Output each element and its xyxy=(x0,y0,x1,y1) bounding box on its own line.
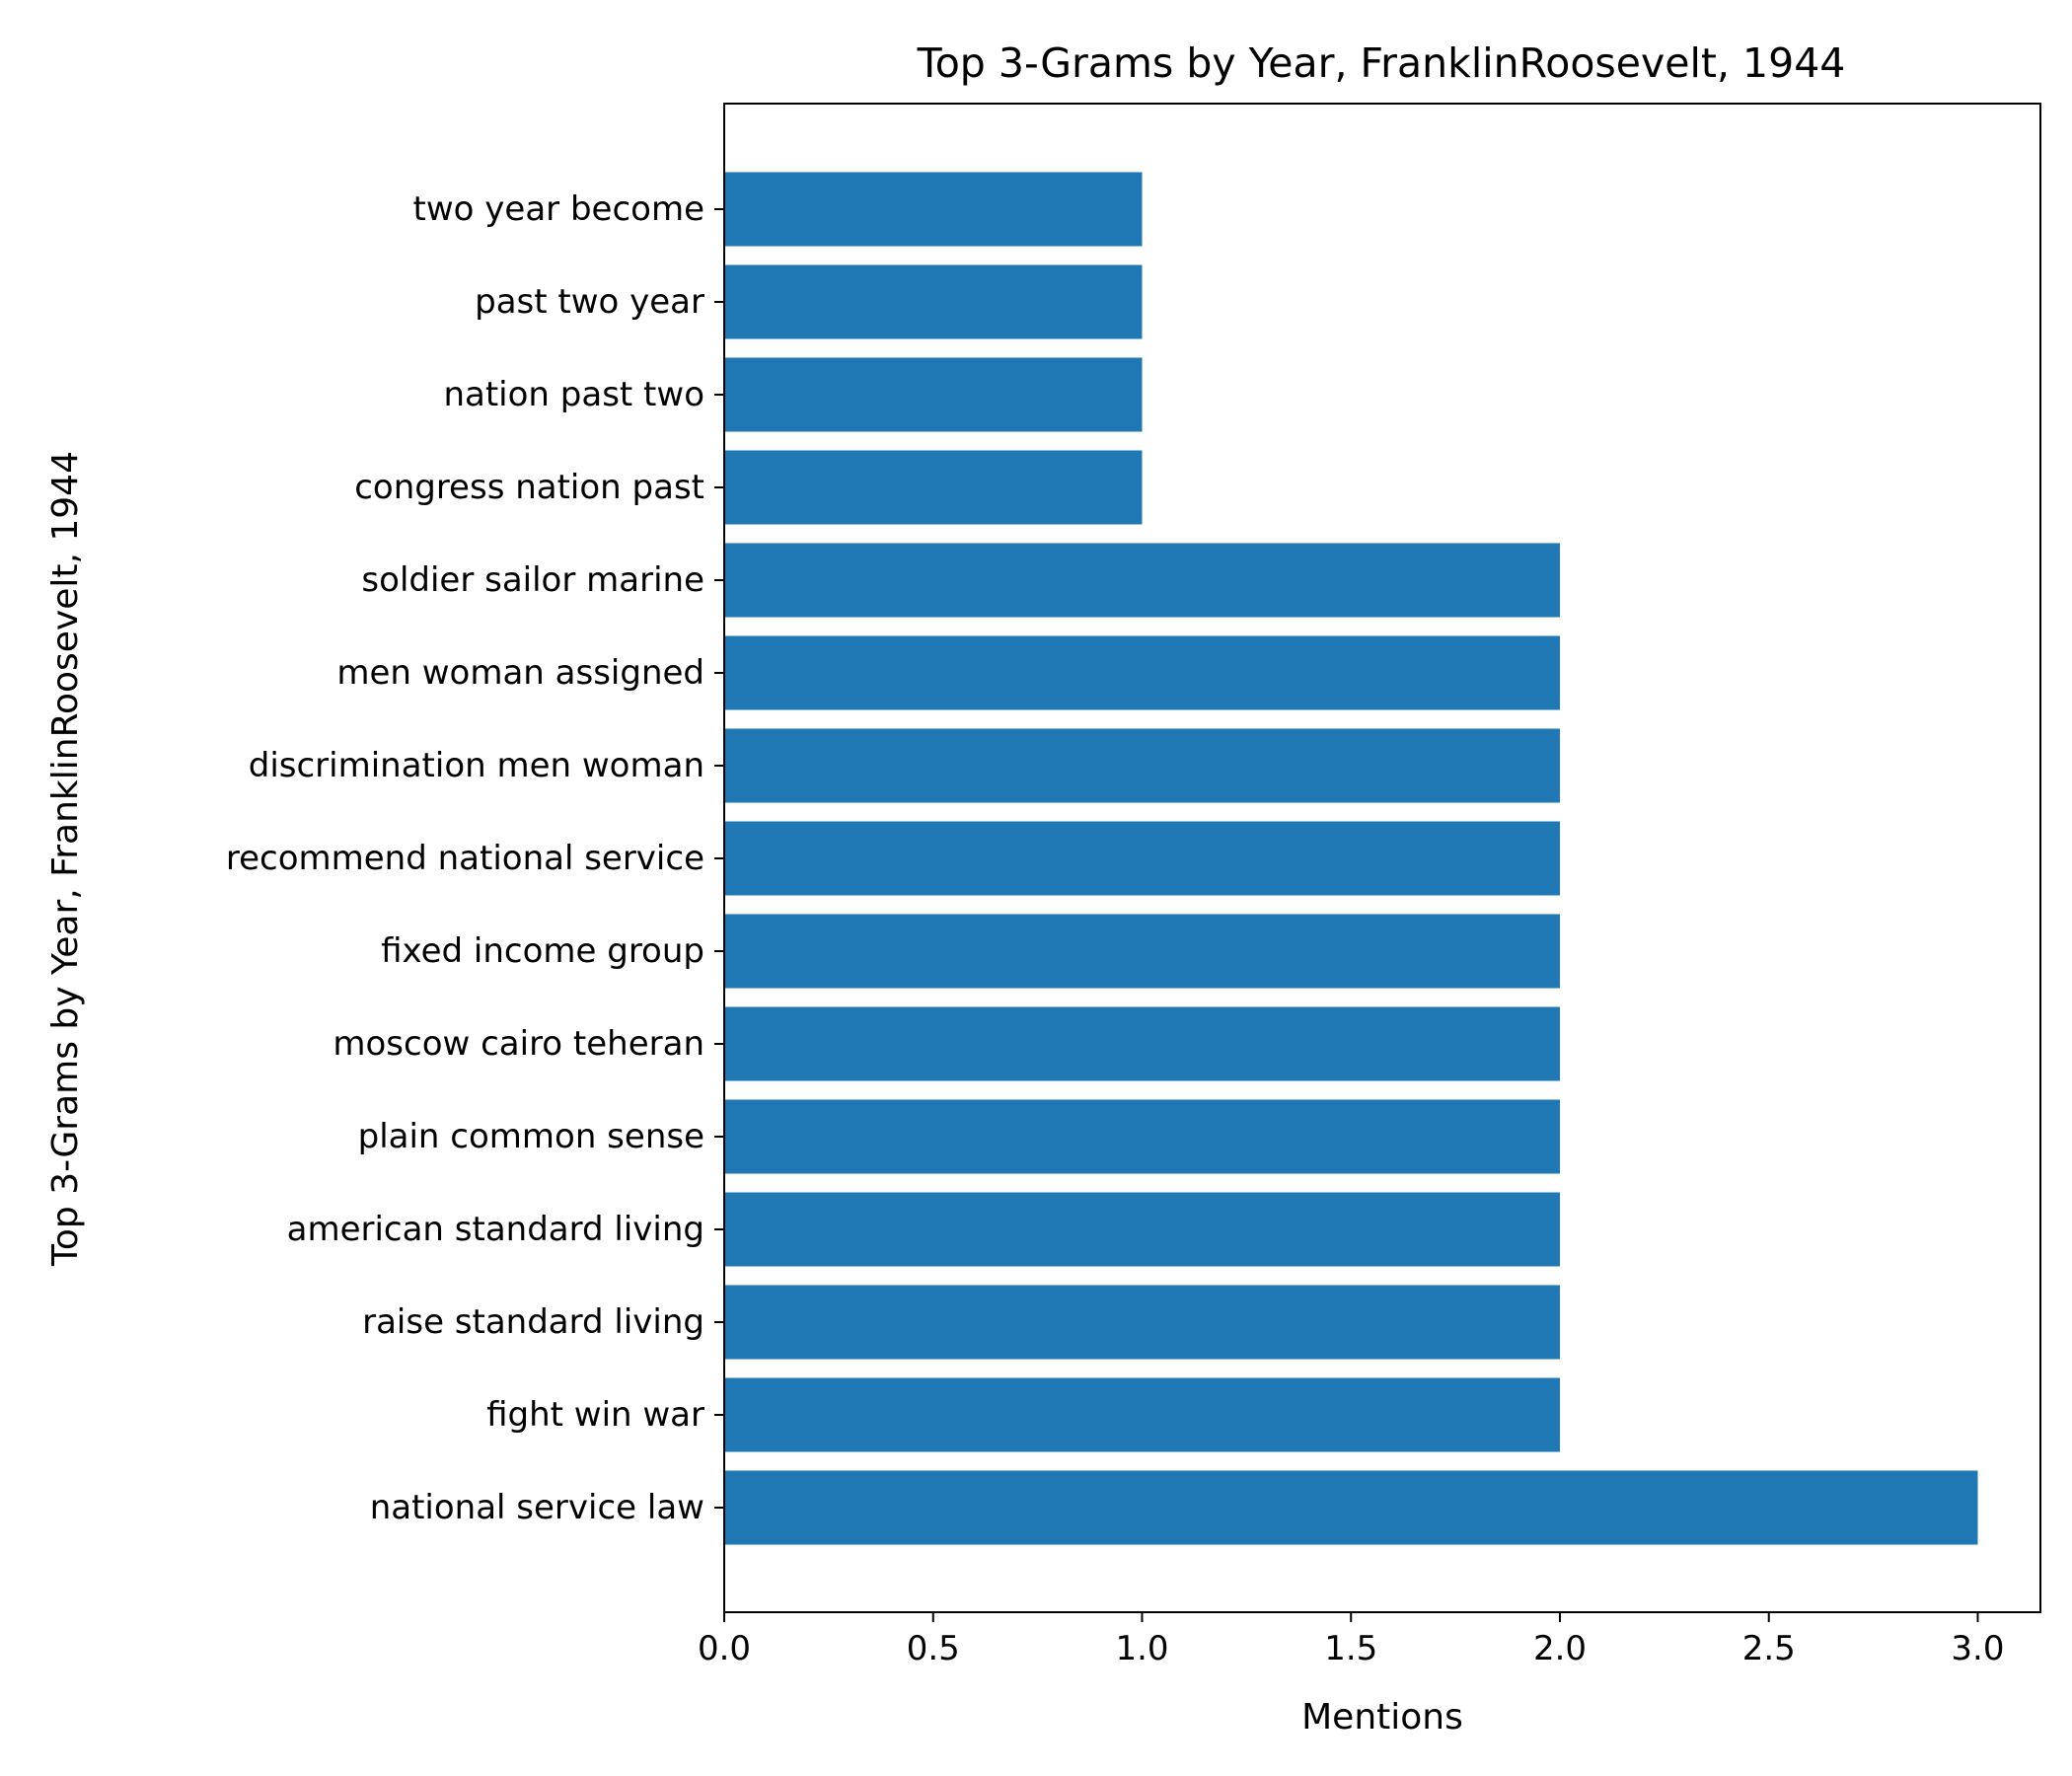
bars-group xyxy=(724,172,1978,1545)
y-tick-label: two year become xyxy=(413,189,704,229)
bar xyxy=(724,1099,1560,1174)
bar xyxy=(724,728,1560,803)
bar xyxy=(724,1006,1560,1081)
y-tick-label: discrimination men woman xyxy=(249,746,704,785)
bar xyxy=(724,172,1143,247)
bar xyxy=(724,1470,1978,1545)
x-axis-label: Mentions xyxy=(1301,1697,1463,1738)
x-axis-ticks: 0.0 0.5 1.0 1.5 2.0 2.5 3.0 xyxy=(698,1612,2005,1668)
y-axis-label: Top 3-Grams by Year, FranklinRoosevelt, … xyxy=(45,451,86,1267)
y-axis-ticks: national service law fight win war raise s… xyxy=(226,189,724,1527)
bar xyxy=(724,821,1560,896)
x-tick-label: 1.0 xyxy=(1115,1629,1168,1668)
bar xyxy=(724,914,1560,989)
bar xyxy=(724,635,1560,710)
bar xyxy=(724,1192,1560,1267)
y-tick-label: fight win war xyxy=(486,1395,704,1435)
x-tick-label: 2.5 xyxy=(1742,1629,1796,1668)
plot-frame xyxy=(723,103,2041,1613)
bar xyxy=(724,1377,1560,1452)
y-tick-label: american standard living xyxy=(287,1210,704,1249)
bar xyxy=(724,543,1560,618)
bar xyxy=(724,357,1143,432)
x-tick-label: 3.0 xyxy=(1951,1629,2004,1668)
y-tick-label: nation past two xyxy=(443,375,704,414)
y-tick-label: past two year xyxy=(475,282,704,322)
y-tick-label: recommend national service xyxy=(226,839,704,878)
y-tick-label: plain common sense xyxy=(358,1117,704,1156)
bar xyxy=(724,450,1143,525)
x-tick-label: 1.5 xyxy=(1324,1629,1377,1668)
chart-title: Top 3-Grams by Year, FranklinRoosevelt, … xyxy=(917,39,1846,87)
y-tick-label: men woman assigned xyxy=(336,653,704,693)
y-tick-label: congress nation past xyxy=(354,468,704,507)
x-tick-label: 0.5 xyxy=(907,1629,960,1668)
y-tick-label: moscow cairo teheran xyxy=(333,1024,704,1064)
y-tick-label: fixed income group xyxy=(381,931,704,971)
bar xyxy=(724,1285,1560,1360)
x-tick-label: 0.0 xyxy=(698,1629,751,1668)
y-tick-label: raise standard living xyxy=(362,1302,704,1342)
y-tick-label: national service law xyxy=(370,1488,704,1527)
bar xyxy=(724,264,1143,339)
x-tick-label: 2.0 xyxy=(1533,1629,1587,1668)
y-tick-label: soldier sailor marine xyxy=(361,560,704,600)
